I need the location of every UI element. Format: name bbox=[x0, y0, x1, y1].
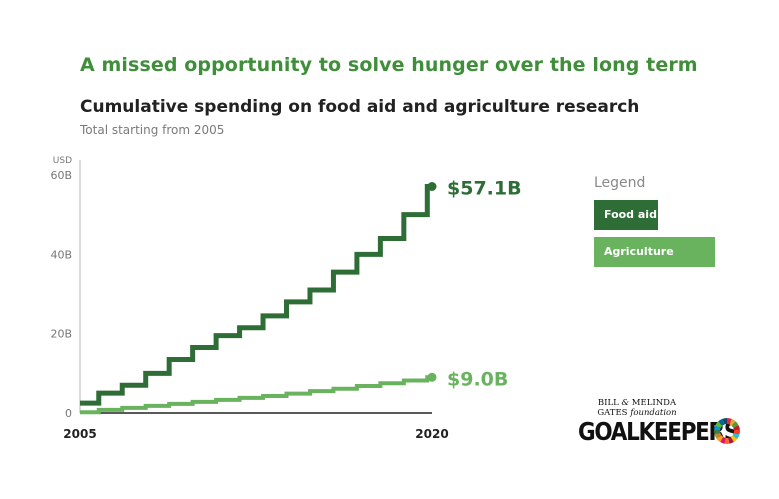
sdg-ring-segment bbox=[733, 429, 740, 435]
sdg-ring-segment bbox=[724, 437, 730, 444]
goalkeepers-logo: BILL & MELINDA GATES foundation GOALKEEPE… bbox=[578, 398, 748, 450]
series-end-label: $9.0B bbox=[447, 368, 508, 390]
sdg-ring-segment bbox=[729, 418, 736, 426]
sdg-ring-segment bbox=[731, 421, 739, 428]
y-tick-label: 60B bbox=[50, 169, 72, 182]
sdg-ring-segment bbox=[716, 435, 724, 443]
sdg-ring-icon bbox=[714, 418, 740, 444]
sdg-ring-segment bbox=[720, 436, 726, 444]
sdg-ring-segment bbox=[714, 429, 721, 435]
legend-item-food-aid: Food aid bbox=[594, 200, 658, 230]
sdg-ring-segment bbox=[722, 418, 727, 425]
sdg-ring-segment bbox=[718, 418, 725, 426]
series-end-point bbox=[427, 182, 437, 192]
series-line-agriculture-research bbox=[80, 375, 432, 415]
sdg-ring-segment bbox=[715, 421, 723, 428]
y-tick-label: 20B bbox=[50, 328, 72, 341]
series-end-point bbox=[427, 372, 437, 382]
series-end-label: $57.1B bbox=[447, 178, 522, 200]
legend-title: Legend bbox=[594, 175, 646, 191]
sdg-ring-segment bbox=[714, 432, 722, 439]
sdg-ring-segment bbox=[730, 435, 738, 443]
chart-subtitle: Total starting from 2005 bbox=[80, 123, 225, 137]
legend-item-agriculture-research: Agriculture research bbox=[594, 237, 715, 288]
x-tick-label: 2005 bbox=[63, 427, 96, 441]
sdg-ring-segment bbox=[714, 425, 721, 431]
goalkeepers-wordmark: GOALKEEPERS bbox=[578, 417, 739, 446]
y-axis-unit-label: USD bbox=[53, 156, 72, 166]
sdg-ring-segment bbox=[727, 418, 732, 425]
y-tick-label: 40B bbox=[50, 248, 72, 261]
sdg-ring-segment bbox=[733, 425, 740, 431]
sdg-ring-segment bbox=[732, 432, 740, 439]
sdg-ring-segment bbox=[728, 436, 734, 444]
y-tick-label: 0 bbox=[65, 407, 72, 420]
series-line-food-aid bbox=[80, 184, 432, 406]
chart-title: Cumulative spending on food aid and agri… bbox=[80, 97, 640, 117]
gates-foundation-text: BILL & MELINDA GATES foundation bbox=[597, 398, 677, 418]
x-tick-label: 2020 bbox=[415, 427, 448, 441]
page-headline: A missed opportunity to solve hunger ove… bbox=[80, 54, 698, 76]
